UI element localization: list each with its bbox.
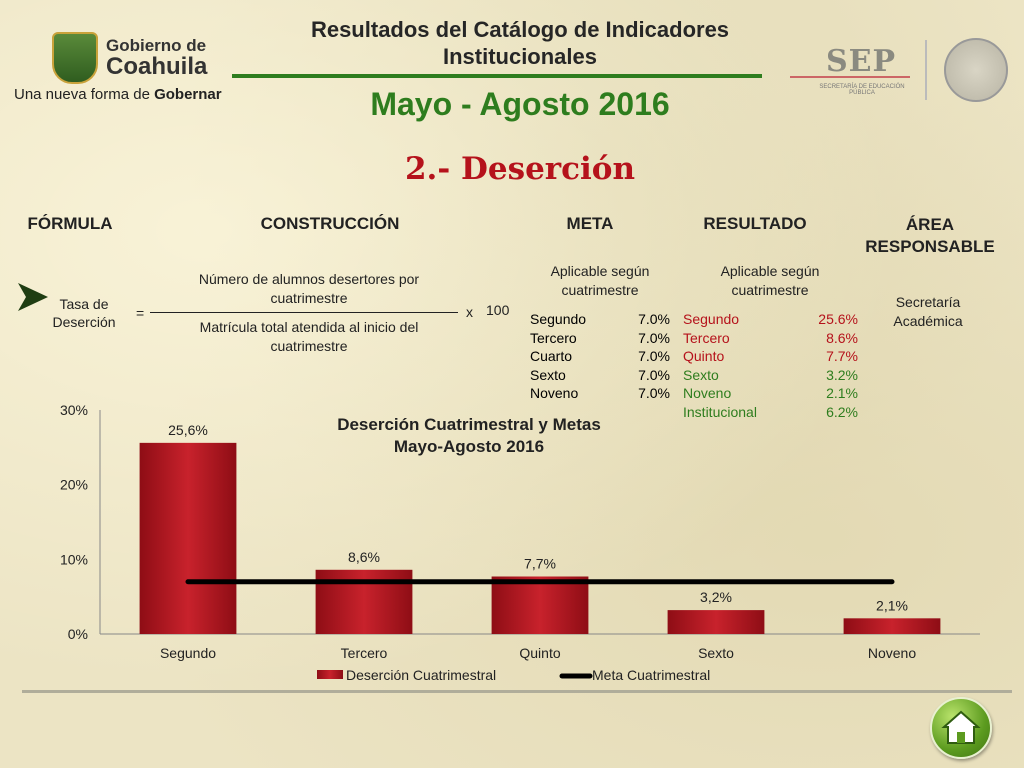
bar-noveno — [843, 618, 941, 634]
list-item: Tercero 7.0% — [530, 329, 670, 346]
formula-times: x — [466, 304, 473, 320]
y-tick-label: 10% — [60, 551, 88, 567]
area-responsible: Secretaría Académica — [893, 294, 963, 329]
home-button[interactable] — [930, 697, 992, 759]
section-title: 2.- Deserción — [404, 151, 635, 187]
period-title: Mayo - Agosto 2016 — [370, 86, 670, 122]
list-item: Segundo 25.6% — [683, 311, 858, 327]
gov-name-line1: Gobierno de — [106, 36, 207, 55]
bar-data-label: 25,6% — [168, 422, 208, 438]
sep-bar — [790, 76, 910, 78]
bar-segundo — [139, 442, 237, 634]
list-item: Cuarto 7.0% — [530, 348, 670, 365]
meta-list: Segundo 7.0% Tercero 7.0% Cuarto 7.0% Sexto… — [530, 310, 670, 403]
y-tick-label: 20% — [60, 477, 88, 493]
bar-data-label: 8,6% — [348, 549, 380, 565]
x-tick-label: Noveno — [868, 645, 916, 661]
bar-sexto — [667, 610, 765, 634]
formula-denominator: Matrícula total atendida al inicio del c… — [199, 319, 419, 354]
bar-quinto — [491, 576, 589, 634]
y-tick-label: 0% — [68, 626, 88, 642]
column-header-formula: FÓRMULA — [27, 214, 113, 233]
x-tick-label: Tercero — [341, 645, 388, 661]
list-item: Noveno 7.0% — [530, 385, 670, 402]
sep-wordmark: SEP — [826, 44, 897, 79]
result-list: Segundo 25.6% Tercero 8.6% Quinto 7.7% Sext… — [683, 310, 858, 422]
legend-label-desercion: Deserción Cuatrimestral — [346, 667, 496, 683]
result-note: Aplicable según cuatrimestre — [720, 263, 820, 298]
x-tick-label: Sexto — [698, 645, 734, 661]
meta-note: Aplicable según cuatrimestre — [550, 263, 650, 298]
sep-logo: SEP SECRETARÍA DE EDUCACIÓN PÚBLICA — [790, 44, 920, 100]
column-header-meta: META — [566, 214, 614, 233]
coahuila-shield-icon — [52, 32, 98, 84]
column-header-construction: CONSTRUCCIÓN — [260, 214, 400, 233]
arrow-right-icon — [18, 283, 48, 311]
list-item: Quinto 7.7% — [683, 348, 858, 365]
list-item: Tercero 8.6% — [683, 329, 858, 346]
gov-slogan: Una nueva forma de Gobernar — [14, 86, 222, 103]
gobierno-coahuila-logo: Gobierno de Coahuila — [52, 32, 232, 92]
bar-data-label: 7,7% — [524, 556, 556, 572]
list-item: Institucional 6.2% — [683, 403, 858, 420]
title-underline — [232, 74, 762, 78]
national-seal-icon — [944, 38, 1008, 102]
gov-name-line2: Coahuila — [106, 53, 208, 80]
legend-swatch-desercion — [317, 670, 343, 679]
formula-numerator: Número de alumnos desertores por cuatrim… — [198, 271, 420, 306]
x-tick-label: Segundo — [160, 645, 216, 661]
y-tick-label: 30% — [60, 402, 88, 418]
column-header-result: RESULTADO — [703, 214, 807, 233]
chart-title: Deserción Cuatrimestral y Metas — [337, 415, 601, 434]
list-item: Segundo 7.0% — [530, 311, 670, 327]
home-icon — [941, 710, 981, 744]
list-item: Noveno 2.1% — [683, 385, 858, 402]
desercion-chart: Deserción Cuatrimestral y Metas Mayo-Ago… — [60, 402, 980, 683]
formula-factor: 100 — [486, 302, 510, 318]
logo-divider — [925, 40, 927, 100]
fraction-line — [150, 312, 458, 313]
legend-label-meta: Meta Cuatrimestral — [592, 667, 710, 683]
bar-data-label: 2,1% — [876, 597, 908, 613]
bottom-divider — [22, 690, 1012, 693]
list-item: Sexto 3.2% — [683, 366, 858, 383]
chart-subtitle: Mayo-Agosto 2016 — [394, 437, 544, 456]
chart-legend: Deserción Cuatrimestral Meta Cuatrimestr… — [317, 667, 710, 683]
x-tick-label: Quinto — [519, 645, 560, 661]
page-title: Resultados del Catálogo de Indicadores I… — [310, 17, 730, 69]
sep-subtitle: SECRETARÍA DE EDUCACIÓN PÚBLICA — [819, 84, 905, 96]
bar-data-label: 3,2% — [700, 589, 732, 605]
formula-equals: = — [136, 305, 145, 321]
list-item: Sexto 7.0% — [530, 366, 670, 383]
column-header-area: ÁREA RESPONSABLE — [865, 215, 995, 256]
formula-name: Tasa de Deserción — [52, 296, 116, 330]
